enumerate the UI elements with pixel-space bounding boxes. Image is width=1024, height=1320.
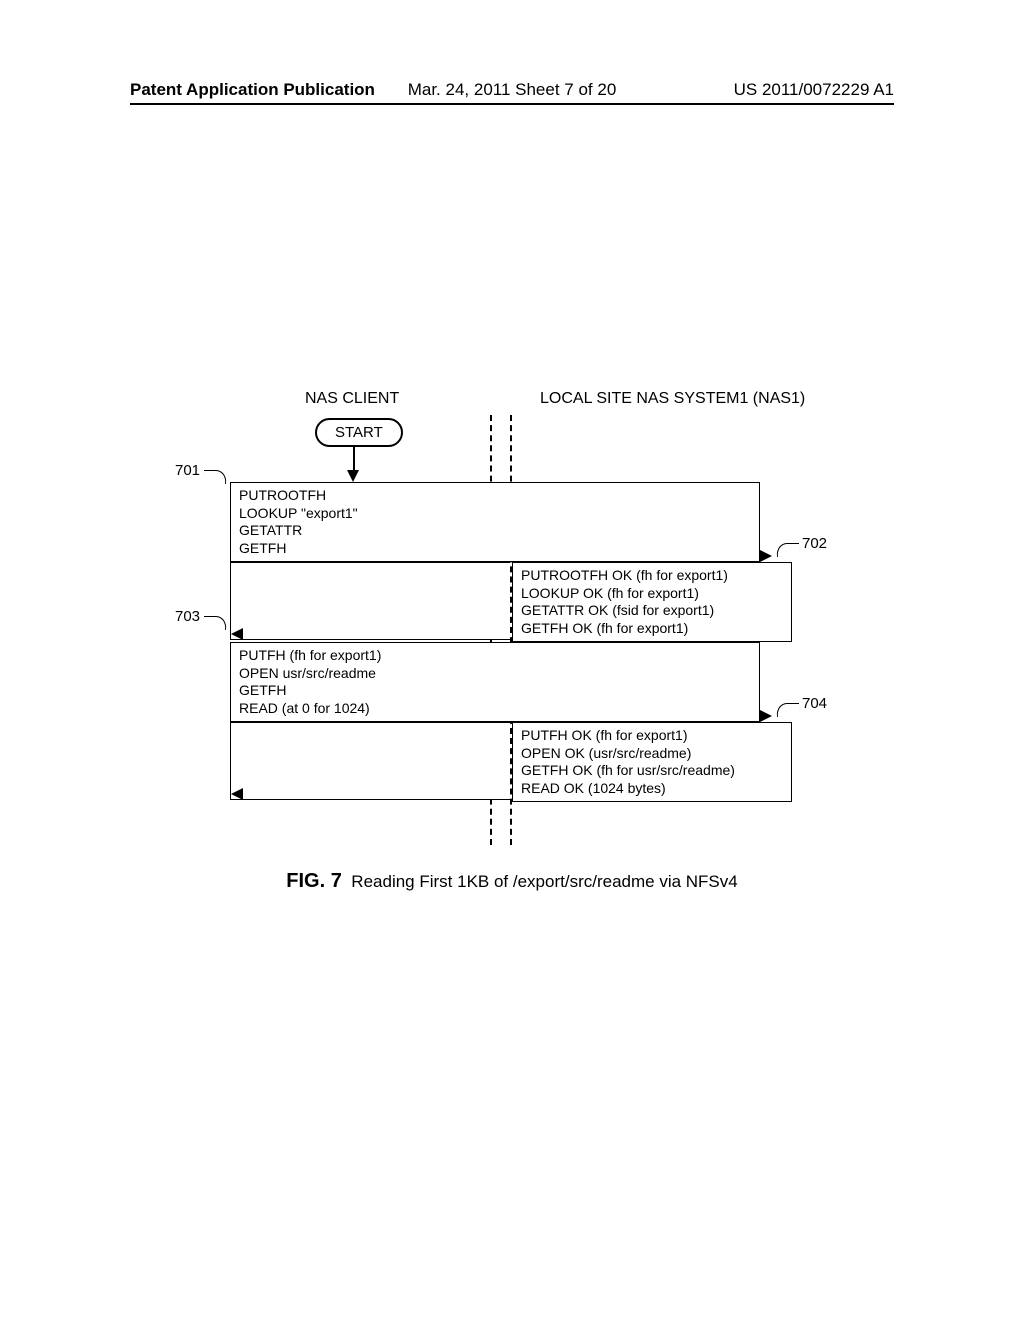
ref-702-label: 702 [802, 535, 827, 552]
figure-title: Reading First 1KB of /export/src/readme … [351, 872, 737, 891]
ref-701-label: 701 [175, 462, 200, 479]
msg-703-arrow [760, 710, 772, 722]
ref-703-label: 703 [175, 608, 200, 625]
ref-702-tail [775, 543, 801, 557]
server-column-label: LOCAL SITE NAS SYSTEM1 (NAS1) [540, 390, 805, 408]
msg-704-return-lane [230, 722, 510, 800]
msg-box-701: PUTROOTFH LOOKUP "export1" GETATTR GETFH [230, 482, 760, 562]
msg-box-704: PUTFH OK (fh for export1) OPEN OK (usr/s… [512, 722, 792, 802]
start-arrow-line [353, 446, 355, 472]
figure-caption: FIG. 7 Reading First 1KB of /export/src/… [0, 870, 1024, 893]
msg-box-703: PUTFH (fh for export1) OPEN usr/src/read… [230, 642, 760, 722]
sequence-diagram: NAS CLIENT LOCAL SITE NAS SYSTEM1 (NAS1)… [60, 390, 964, 890]
ref-704-tail [775, 703, 801, 717]
header-left: Patent Application Publication [130, 80, 375, 100]
client-column-label: NAS CLIENT [305, 390, 399, 408]
header-rule [130, 103, 894, 105]
page-header: Patent Application Publication Mar. 24, … [0, 80, 1024, 100]
msg-704-arrow [231, 788, 243, 800]
ref-703-tail [202, 616, 228, 630]
ref-704-label: 704 [802, 695, 827, 712]
start-arrow-head [347, 470, 359, 482]
msg-701-arrow [760, 550, 772, 562]
start-node: START [315, 418, 403, 447]
figure-number: FIG. 7 [286, 870, 342, 892]
header-right: US 2011/0072229 A1 [734, 80, 894, 100]
msg-702-arrow [231, 628, 243, 640]
header-center: Mar. 24, 2011 Sheet 7 of 20 [408, 80, 617, 100]
msg-box-702: PUTROOTFH OK (fh for export1) LOOKUP OK … [512, 562, 792, 642]
msg-702-return-lane [230, 562, 510, 640]
ref-701-tail [202, 470, 228, 484]
